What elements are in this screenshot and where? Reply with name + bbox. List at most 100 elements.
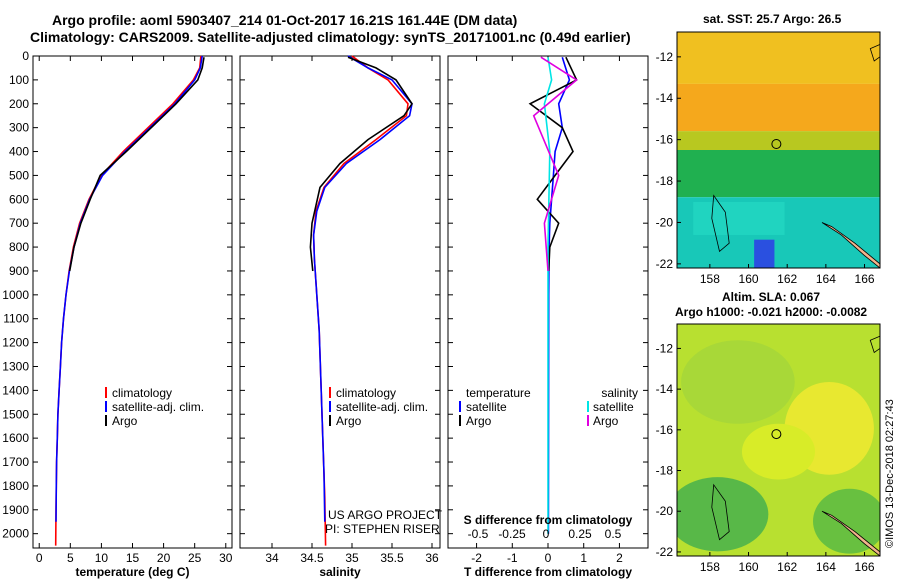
depth-tick-label: 1000 <box>2 288 29 302</box>
depth-tick-label: 2000 <box>2 527 29 541</box>
sst-blue-patch <box>754 239 775 268</box>
depth-tick-label: 1600 <box>2 431 29 445</box>
salinity-xtick-label: 34 <box>265 551 279 565</box>
depth-tick-label: 1900 <box>2 503 29 517</box>
sla-map-xtick-label: 158 <box>700 560 720 574</box>
depth-tick-label: 1300 <box>2 359 29 373</box>
difference-xtick-label: 2 <box>616 551 623 565</box>
sst-map-title: sat. SST: 25.7 Argo: 26.5 <box>703 12 842 26</box>
salinity-legend-label: satellite-adj. clim. <box>336 400 428 414</box>
salinity-frame <box>239 55 441 549</box>
diff-legend-left-label: temperature <box>466 386 531 400</box>
salinity-xlabel: salinity <box>319 565 361 579</box>
sla-map-field <box>677 324 880 556</box>
sla-map-islet-outline <box>869 335 880 354</box>
sla-map-xtick-label: 164 <box>816 560 836 574</box>
salinity-xtick-label: 34.5 <box>300 551 324 565</box>
diff-top-tick-label: -0.5 <box>468 527 489 541</box>
temperature-xtick-label: 15 <box>126 551 140 565</box>
sst-band-olive <box>677 131 880 150</box>
salinity-series-argo <box>309 56 413 272</box>
sst-band-green <box>677 150 880 198</box>
salinity-xtick-label: 35.5 <box>380 551 404 565</box>
temperature-xlabel: temperature (deg C) <box>75 565 189 579</box>
sla-map-ytick-label: -14 <box>656 382 674 396</box>
sla-map-ytick-label: -20 <box>656 504 674 518</box>
temperature-xtick-label: 0 <box>36 551 43 565</box>
diff-legend-left-label: Argo <box>466 414 492 428</box>
diff-top-xlabel: S difference from climatology <box>464 513 633 527</box>
depth-tick-label: 500 <box>9 168 29 182</box>
sst-map-argo-marker <box>771 138 782 149</box>
depth-tick-label: 300 <box>9 121 29 135</box>
sla-map-subtitle: Argo h1000: -0.021 h2000: -0.0082 <box>675 305 868 319</box>
sst-map-xtick-label: 158 <box>700 272 720 286</box>
sst-map-xtick-label: 166 <box>855 272 875 286</box>
depth-tick-label: 1100 <box>3 312 29 326</box>
sla-map-ytick-label: -22 <box>656 545 674 559</box>
depth-tick-label: 400 <box>9 145 29 159</box>
sla-blob-5 <box>741 423 816 480</box>
sst-map-islet-outline <box>869 43 880 62</box>
depth-tick-label: 0 <box>22 49 29 63</box>
sst-map-xtick-label: 160 <box>739 272 759 286</box>
diff-top-tick-label: 0 <box>543 527 550 541</box>
temperature-legend-label: Argo <box>112 414 138 428</box>
temperature-series-argo <box>68 57 205 272</box>
sla-map-xtick-label: 160 <box>739 560 759 574</box>
temperature-series-satellite-adj-clim- <box>55 55 203 522</box>
depth-tick-label: 1800 <box>2 479 29 493</box>
sla-map-argo-marker <box>771 429 782 440</box>
sst-map-ytick-label: -22 <box>656 257 674 271</box>
salinity-legend-label: climatology <box>336 386 396 400</box>
project-line-1: US ARGO PROJECT <box>328 508 443 522</box>
sla-blob-1 <box>681 340 795 424</box>
sla-map-title: Altim. SLA: 0.067 <box>722 290 821 304</box>
sla-map <box>676 323 881 557</box>
temperature-xtick-label: 20 <box>157 551 171 565</box>
sst-map-ytick-label: -20 <box>656 215 674 229</box>
title-line-1: Argo profile: aoml 5903407_214 01-Oct-20… <box>52 12 518 28</box>
sst-map-ytick-label: -14 <box>656 91 674 105</box>
salinity-series-satellite-adj-clim- <box>312 55 413 522</box>
depth-tick-label: 600 <box>9 192 29 206</box>
sla-map-ytick-label: -16 <box>656 423 674 437</box>
sla-map-ytick-label: -18 <box>656 464 674 478</box>
temperature-xtick-label: 5 <box>67 551 74 565</box>
sla-map-xtick-label: 166 <box>855 560 875 574</box>
temperature-xtick-label: 30 <box>219 551 233 565</box>
depth-tick-label: 1500 <box>2 407 29 421</box>
sst-map-ytick-label: -16 <box>656 133 674 147</box>
diff-legend-right-label: salinity <box>601 386 638 400</box>
depth-tick-label: 200 <box>9 97 29 111</box>
sst-map-reef-outline <box>711 194 730 253</box>
depth-tick-label: 900 <box>9 264 29 278</box>
depth-tick-label: 700 <box>9 216 29 230</box>
sst-map <box>676 31 881 269</box>
difference-series-salinity-argo <box>532 56 578 272</box>
temperature-series-climatology <box>54 55 202 546</box>
sst-map-xtick-label: 164 <box>816 272 836 286</box>
salinity-xtick-label: 35 <box>345 551 359 565</box>
difference-series-temperature-argo <box>528 56 578 272</box>
diff-top-tick-label: -0.25 <box>498 527 526 541</box>
sst-map-xtick-label: 162 <box>777 272 797 286</box>
diff-legend-right-label: satellite <box>593 400 634 414</box>
depth-tick-label: 100 <box>9 73 29 87</box>
sst-band-yellow <box>677 32 880 84</box>
sst-map-ytick-label: -12 <box>656 50 674 64</box>
difference-xlabel: T difference from climatology <box>464 565 632 579</box>
sst-map-frame <box>676 31 881 269</box>
sla-blob-3 <box>677 477 769 552</box>
diff-top-tick-label: 0.25 <box>568 527 592 541</box>
difference-xtick-label: 0 <box>545 551 552 565</box>
sst-map-ytick-label: -18 <box>656 174 674 188</box>
diff-legend-right-label: Argo <box>593 414 619 428</box>
sla-map-reef-outline <box>711 483 730 541</box>
sst-patch <box>693 201 785 235</box>
temperature-legend-label: climatology <box>112 386 172 400</box>
depth-tick-label: 1200 <box>2 336 29 350</box>
sst-map-new-caledonia <box>821 222 880 268</box>
sla-map-xtick-label: 162 <box>777 560 797 574</box>
